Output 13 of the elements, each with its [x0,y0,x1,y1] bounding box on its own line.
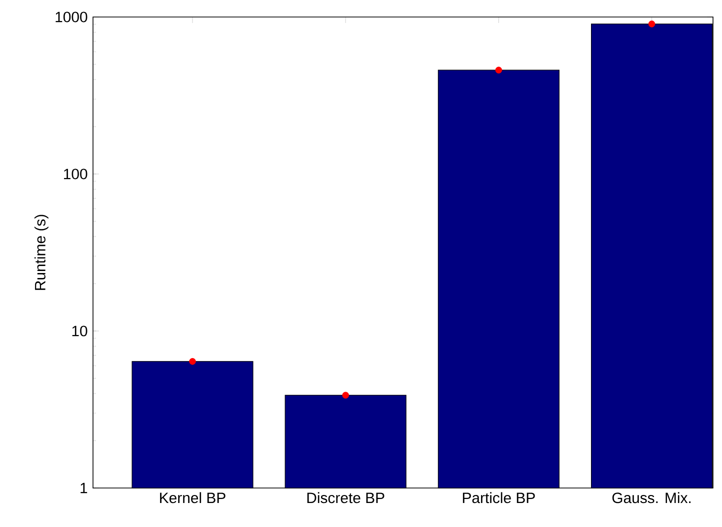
x-tick-label: Kernel BP [160,492,226,504]
y-tick-label: 10 [72,326,88,336]
x-tick-label: Gauss. Mix. [612,492,691,504]
x-tick-label: Particle BP [462,492,535,504]
x-tick-label: Discrete BP [307,492,384,504]
y-tick-label: 1 [80,482,88,494]
y-tick-label: 100 [64,168,88,180]
point [495,66,502,74]
point [342,392,349,399]
point [648,20,656,28]
y-axis-title: Runtime (s) [34,214,48,290]
y-tick-label: 1000 [56,12,88,22]
point [189,358,196,365]
